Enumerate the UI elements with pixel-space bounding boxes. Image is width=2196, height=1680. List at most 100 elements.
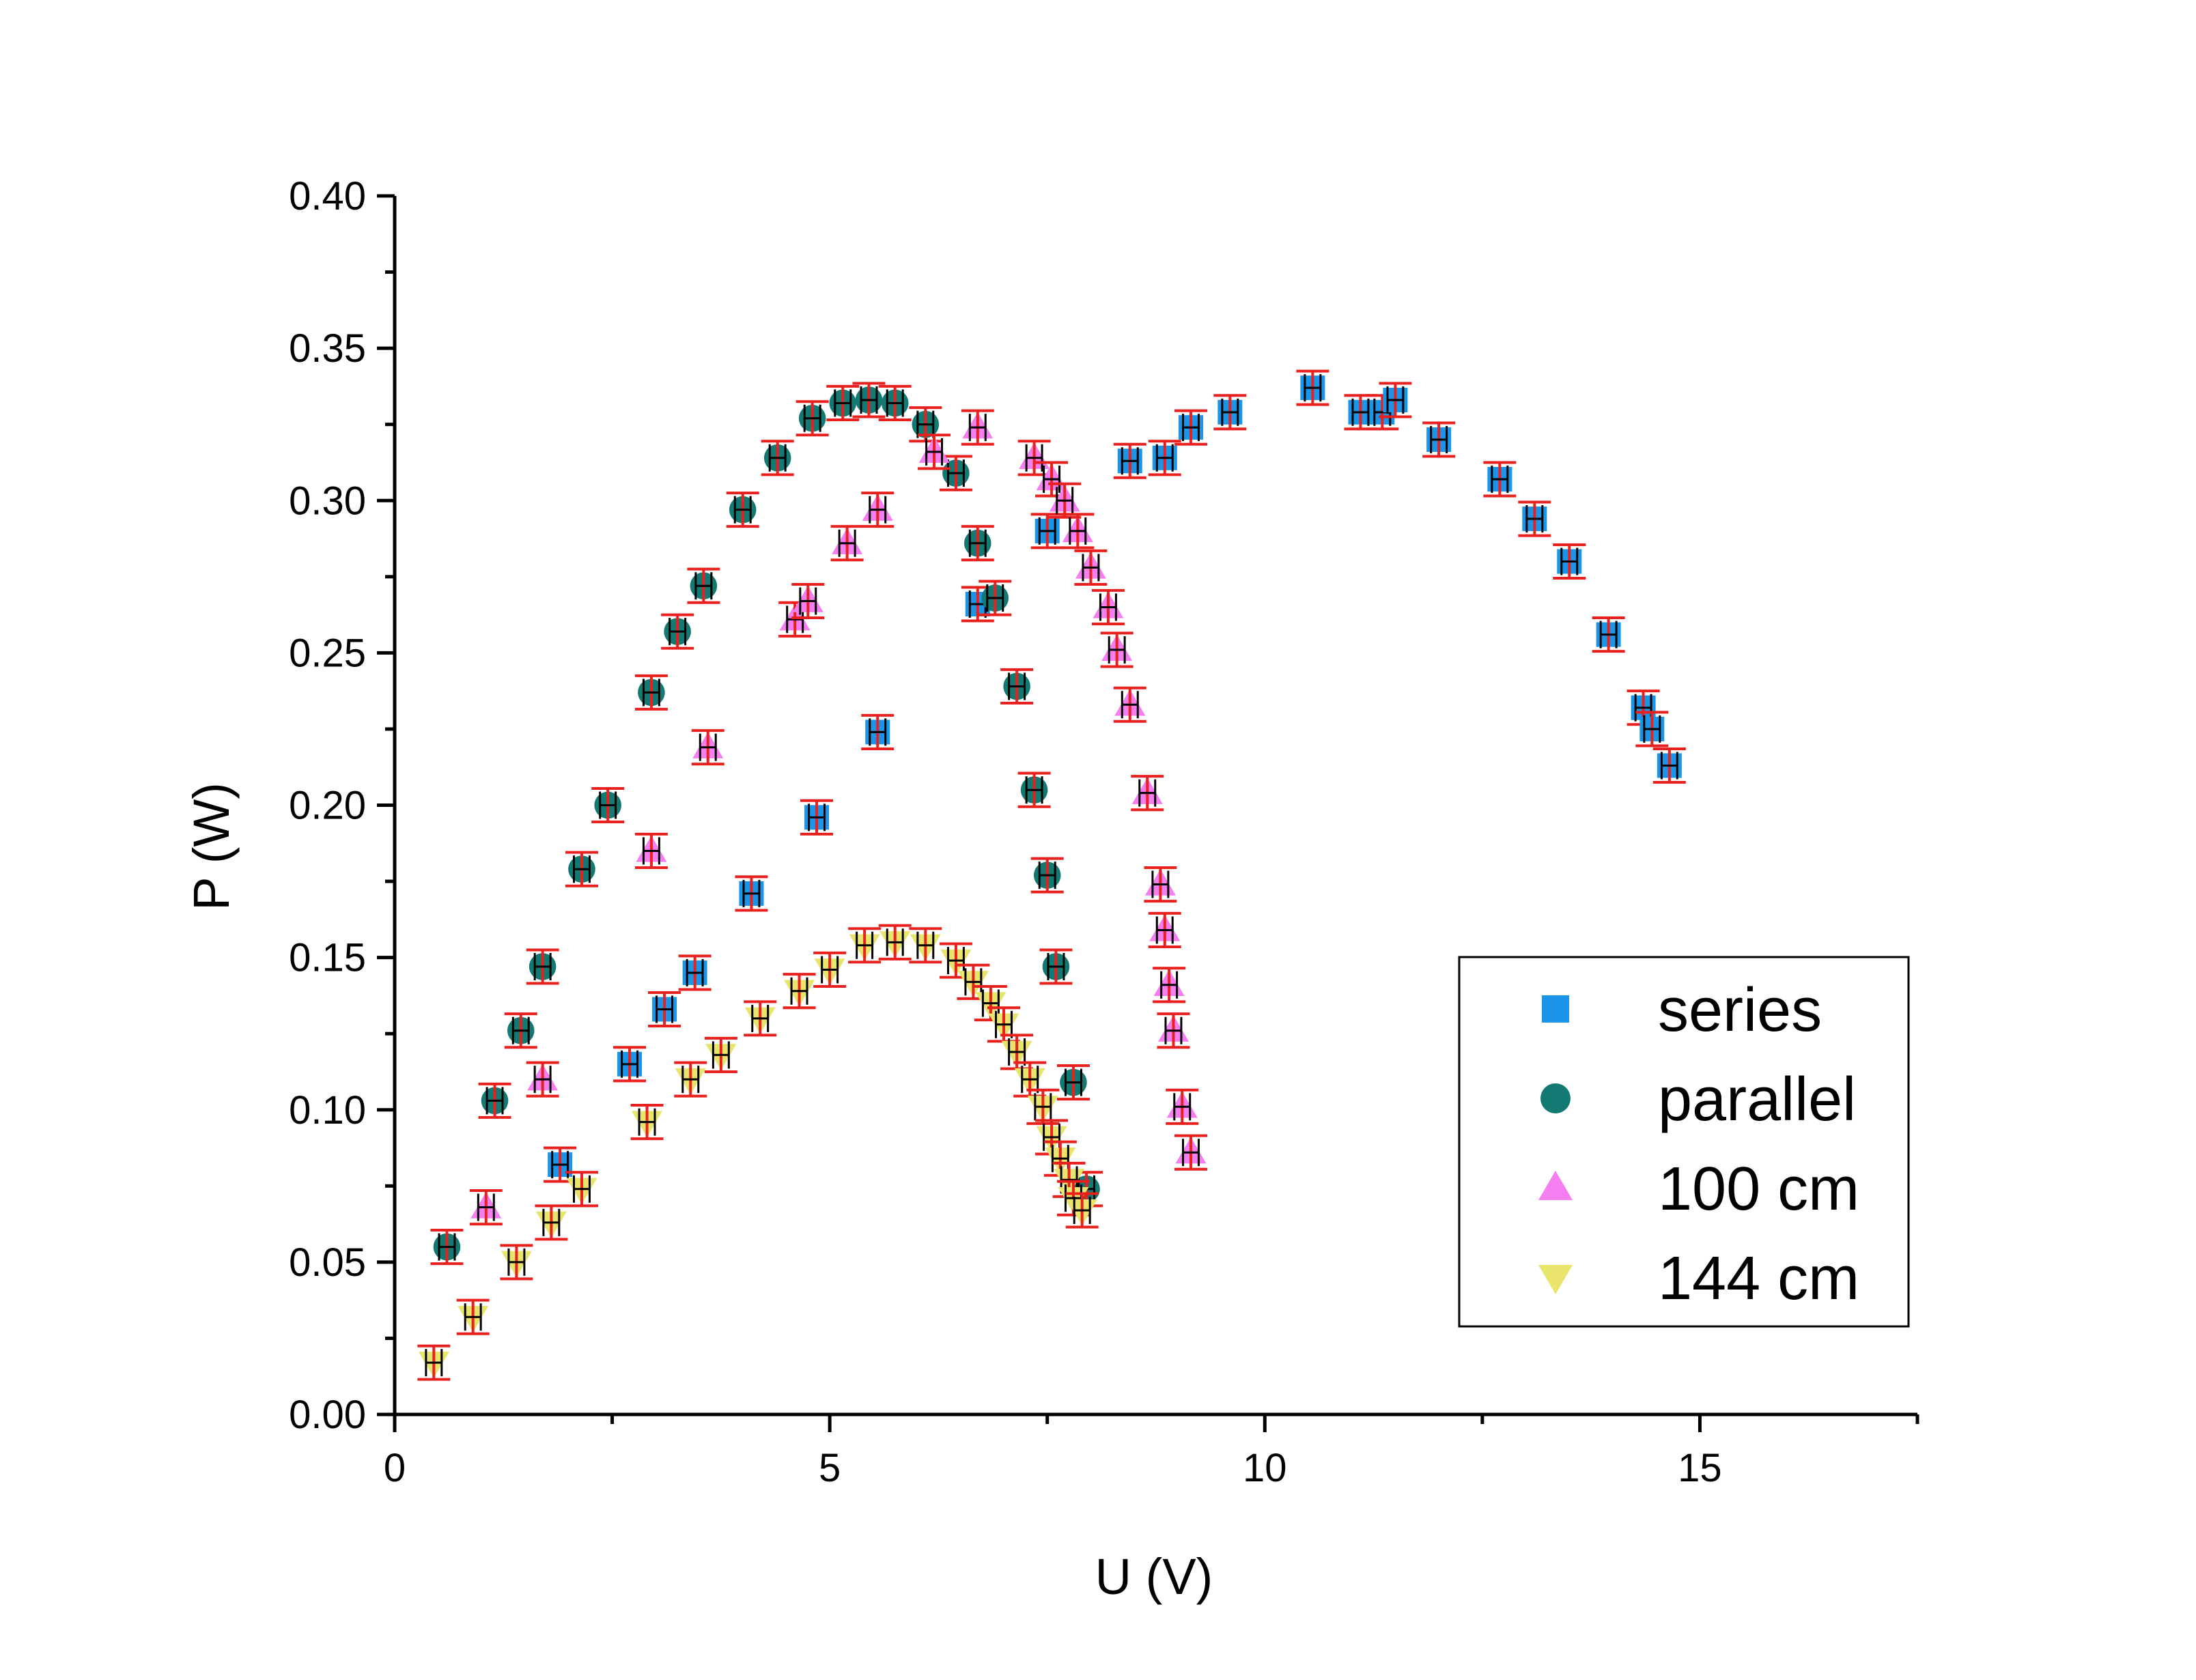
data-point <box>1131 775 1164 812</box>
x-tick-label: 15 <box>1678 1446 1722 1490</box>
series-parallel <box>430 382 1103 1266</box>
data-point <box>939 455 972 492</box>
plot-marks <box>417 369 1686 1381</box>
y-tick-label: 0.15 <box>289 936 366 980</box>
data-point <box>1026 1088 1060 1125</box>
y-tick-label: 0.40 <box>289 174 366 218</box>
data-point <box>961 409 994 446</box>
data-point <box>613 1046 647 1083</box>
data-point <box>1553 543 1586 580</box>
data-point <box>1061 513 1095 550</box>
data-point <box>761 440 794 476</box>
data-point <box>687 567 720 604</box>
data-point <box>504 1012 537 1049</box>
data-point <box>1174 409 1207 446</box>
data-point <box>544 1146 577 1183</box>
data-point <box>1635 711 1669 748</box>
data-point <box>1017 440 1051 476</box>
data-point <box>1056 1064 1090 1101</box>
data-point <box>1144 866 1177 903</box>
data-point <box>861 492 895 528</box>
data-point <box>1017 771 1051 808</box>
data-point <box>909 927 942 964</box>
legend-item: parallel <box>1540 1066 1856 1134</box>
data-point <box>1652 747 1686 784</box>
data-point <box>878 924 912 960</box>
legend-label: series <box>1658 976 1822 1044</box>
x-tick-label: 0 <box>384 1446 406 1490</box>
data-point <box>1048 482 1082 519</box>
x-axis-title: U (V) <box>1095 1548 1213 1605</box>
data-point <box>674 1061 707 1098</box>
data-point <box>1148 911 1181 949</box>
data-point <box>456 1298 490 1335</box>
data-point <box>478 1082 511 1119</box>
data-point <box>800 799 834 836</box>
data-point <box>1100 631 1134 668</box>
legend-item: 100 cm <box>1538 1155 1859 1223</box>
data-point <box>417 1344 451 1381</box>
data-point <box>661 613 694 650</box>
data-point <box>744 1000 777 1037</box>
data-point <box>826 384 860 421</box>
data-point <box>830 525 864 562</box>
data-point <box>848 927 882 964</box>
data-point <box>796 400 829 437</box>
data-point <box>1148 440 1181 476</box>
data-point <box>878 384 912 421</box>
legend-label: 100 cm <box>1658 1155 1859 1223</box>
x-tick-label: 5 <box>819 1446 841 1490</box>
data-point <box>1213 394 1247 431</box>
data-point <box>1592 616 1625 653</box>
data-point <box>1379 382 1412 418</box>
data-point <box>1113 686 1146 723</box>
series-100-cm <box>469 409 1207 1226</box>
data-point <box>1166 1088 1199 1125</box>
y-tick-label: 0.30 <box>289 479 366 523</box>
y-axis-title: P (W) <box>183 782 240 911</box>
data-point <box>648 991 681 1028</box>
data-point <box>430 1229 464 1266</box>
legend-item: 144 cm <box>1538 1244 1859 1313</box>
series-series <box>544 369 1686 1183</box>
data-point <box>1039 948 1073 985</box>
data-point <box>591 786 625 824</box>
axes: 0 5 10 15 0.00 0.05 0.10 0.15 0.20 0.25 0.30 0.35 0.… <box>289 174 1919 1490</box>
data-point <box>1030 857 1064 894</box>
data-point <box>735 875 768 912</box>
data-point <box>852 382 886 418</box>
legend-marker <box>1542 995 1569 1023</box>
data-point <box>1091 588 1125 625</box>
y-tick-label: 0.10 <box>289 1088 366 1133</box>
data-point <box>1113 442 1146 479</box>
y-tick-label: 0.35 <box>289 326 366 371</box>
data-point <box>1030 513 1064 550</box>
legend-marker <box>1538 1265 1573 1294</box>
y-tick-label: 0.00 <box>289 1393 366 1437</box>
data-point <box>783 973 816 1010</box>
data-point <box>691 729 724 766</box>
legend-label: 144 cm <box>1658 1244 1859 1313</box>
y-tick-label: 0.25 <box>289 631 366 675</box>
data-point <box>726 492 759 528</box>
data-point <box>979 580 1012 616</box>
data-point <box>704 1036 737 1073</box>
y-tick-label: 0.05 <box>289 1240 366 1285</box>
data-point <box>1153 967 1186 1003</box>
data-point <box>630 1104 664 1141</box>
data-point <box>791 582 825 620</box>
data-point <box>813 951 847 988</box>
legend-marker <box>1538 1171 1573 1200</box>
data-point <box>1518 500 1551 537</box>
data-point <box>1422 421 1456 458</box>
data-point <box>1157 1012 1190 1049</box>
data-point <box>678 954 712 991</box>
data-point <box>1296 369 1329 406</box>
y-tick-label: 0.20 <box>289 784 366 828</box>
legend-box <box>1458 956 1910 1328</box>
legend-item: series <box>1542 976 1822 1044</box>
data-point <box>526 948 559 985</box>
data-point <box>1174 1134 1207 1171</box>
series-144-cm <box>417 924 1099 1381</box>
